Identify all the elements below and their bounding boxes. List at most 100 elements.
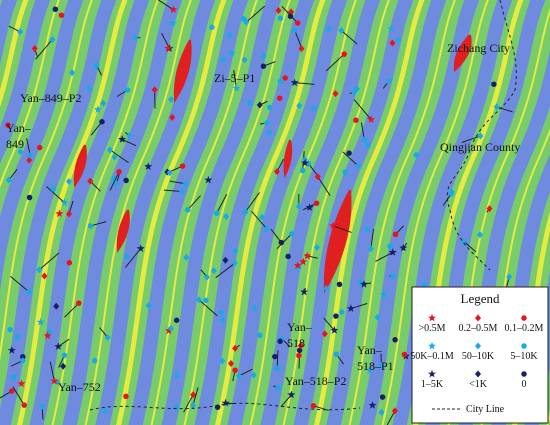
symbol bbox=[144, 162, 153, 170]
yellow-band bbox=[214, 0, 326, 425]
symbol bbox=[167, 325, 174, 333]
symbol bbox=[333, 313, 339, 319]
symbol bbox=[5, 122, 11, 128]
symbol bbox=[60, 198, 69, 207]
symbol bbox=[311, 105, 317, 112]
symbol bbox=[26, 156, 33, 164]
symbol bbox=[295, 203, 302, 211]
symbol bbox=[232, 247, 239, 255]
well-track bbox=[294, 30, 302, 48]
well-track bbox=[109, 171, 120, 191]
legend-label: 0.1–0.2M bbox=[505, 323, 544, 334]
symbol bbox=[365, 366, 374, 374]
symbol bbox=[231, 259, 238, 267]
symbol bbox=[477, 132, 484, 140]
well-track bbox=[169, 180, 186, 185]
symbol bbox=[131, 34, 138, 42]
symbol bbox=[260, 63, 267, 69]
symbol bbox=[41, 272, 48, 280]
map-label: Yan– bbox=[357, 343, 383, 357]
symbol bbox=[277, 95, 283, 101]
symbol bbox=[204, 175, 213, 184]
well-track bbox=[276, 350, 279, 369]
well-track bbox=[370, 228, 374, 249]
map-label: 849 bbox=[6, 137, 24, 151]
yellow-band bbox=[16, 0, 128, 425]
symbol bbox=[299, 167, 306, 174]
well-track bbox=[64, 302, 80, 318]
symbol bbox=[219, 357, 226, 365]
well-track bbox=[124, 248, 142, 268]
map-label: 518–P1 bbox=[357, 359, 394, 373]
symbol bbox=[364, 142, 371, 148]
symbol bbox=[285, 253, 291, 260]
symbol bbox=[293, 261, 302, 269]
symbol bbox=[107, 146, 114, 154]
symbol bbox=[399, 243, 408, 252]
well-track bbox=[198, 299, 218, 317]
symbol bbox=[111, 153, 118, 161]
blue-band bbox=[0, 0, 51, 164]
symbol bbox=[305, 203, 314, 211]
blue-band bbox=[95, 0, 216, 425]
legend-label: 0 bbox=[522, 379, 527, 390]
symbol bbox=[263, 119, 270, 127]
symbol bbox=[395, 36, 402, 44]
well-track bbox=[463, 240, 477, 253]
symbol bbox=[263, 225, 270, 233]
symbol bbox=[506, 273, 513, 281]
symbol bbox=[242, 209, 249, 215]
well-track bbox=[49, 361, 55, 382]
symbol bbox=[351, 88, 358, 96]
symbol bbox=[314, 173, 321, 181]
map-label: Yan– bbox=[287, 320, 313, 334]
symbol bbox=[388, 248, 397, 256]
symbol bbox=[521, 371, 527, 377]
symbol bbox=[342, 169, 348, 175]
symbol bbox=[164, 326, 173, 335]
symbol bbox=[26, 289, 32, 295]
symbol bbox=[387, 24, 396, 33]
well-track bbox=[187, 195, 201, 211]
blue-band bbox=[161, 0, 282, 425]
symbol bbox=[218, 309, 224, 316]
symbol bbox=[291, 26, 298, 34]
yellow-band bbox=[51, 0, 159, 425]
blue-band bbox=[194, 0, 315, 425]
well-track bbox=[325, 53, 345, 72]
symbol bbox=[227, 49, 236, 57]
symbol bbox=[86, 85, 93, 93]
symbol bbox=[91, 357, 98, 364]
symbol bbox=[168, 95, 175, 103]
symbol bbox=[235, 372, 242, 380]
symbol bbox=[66, 178, 73, 186]
symbol bbox=[330, 326, 339, 334]
symbol bbox=[232, 367, 238, 374]
well-track bbox=[233, 70, 237, 89]
symbol bbox=[54, 342, 63, 350]
symbol bbox=[66, 259, 73, 266]
symbol bbox=[275, 385, 281, 391]
well-track bbox=[461, 135, 481, 143]
symbol bbox=[60, 362, 67, 370]
symbol bbox=[391, 407, 398, 415]
red-lens bbox=[173, 39, 192, 104]
well-track bbox=[35, 39, 53, 60]
symbol bbox=[227, 360, 234, 368]
symbol bbox=[179, 163, 186, 169]
symbol bbox=[69, 69, 76, 77]
symbol bbox=[168, 18, 177, 27]
symbol bbox=[363, 225, 372, 233]
legend-label: City Line bbox=[466, 404, 505, 415]
symbol bbox=[124, 87, 131, 93]
symbol bbox=[87, 177, 94, 185]
symbol bbox=[493, 103, 500, 111]
well-track bbox=[333, 225, 352, 233]
symbol bbox=[61, 352, 68, 359]
symbol bbox=[251, 304, 258, 312]
symbol bbox=[421, 281, 428, 289]
well-track bbox=[244, 192, 260, 213]
well-track bbox=[341, 30, 358, 45]
symbol bbox=[123, 253, 130, 261]
